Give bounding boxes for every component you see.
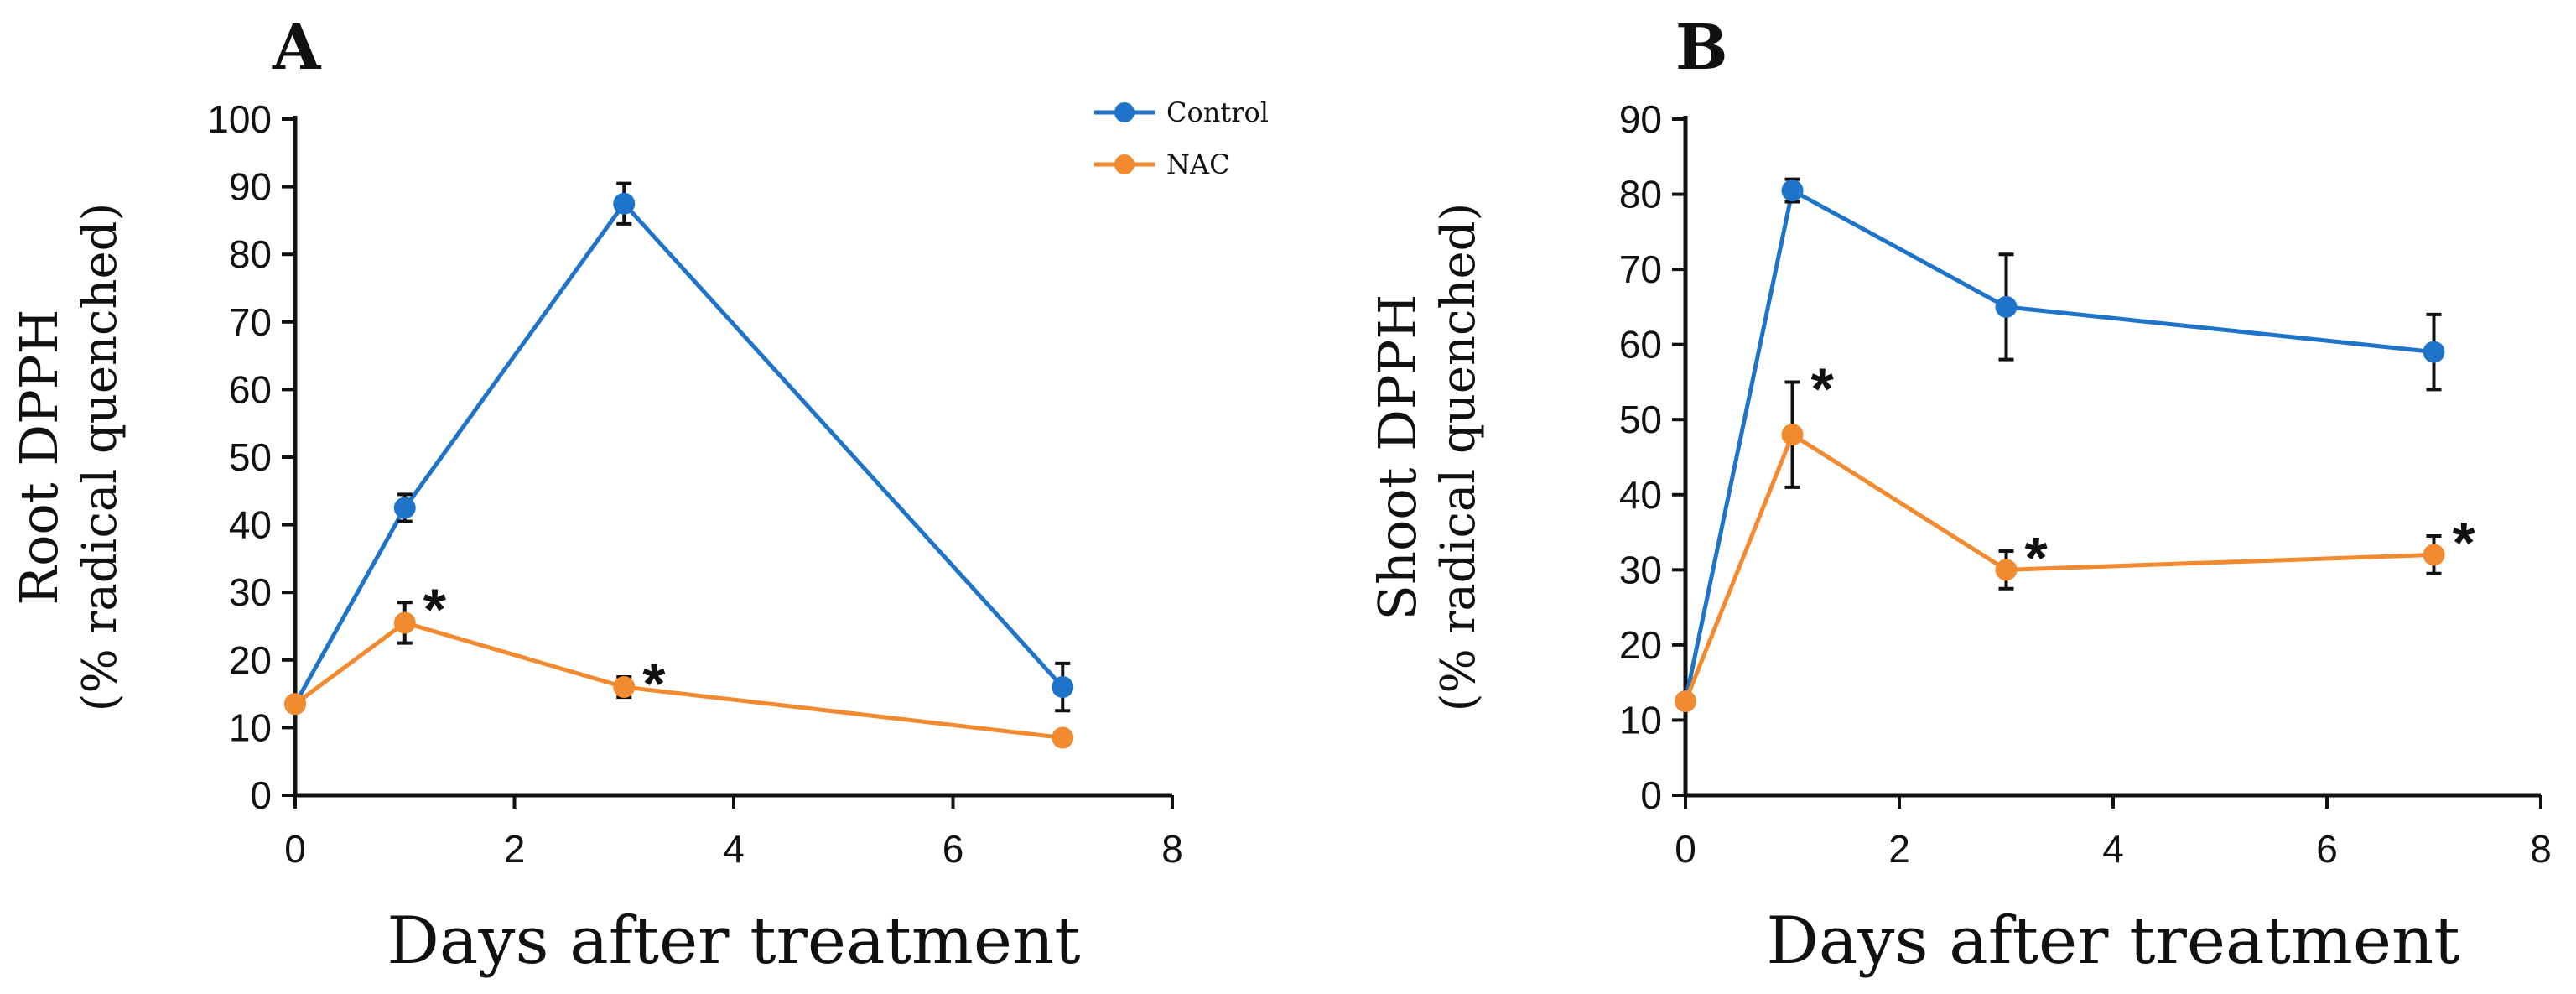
significance-asterisk: * xyxy=(642,651,666,716)
x-tick-label: 0 xyxy=(284,827,306,871)
data-point-control xyxy=(1781,180,1804,202)
y-tick-label: 60 xyxy=(1619,323,1662,367)
data-point-nac xyxy=(1995,559,2018,581)
legend-label-control: Control xyxy=(1166,96,1269,128)
y-axis-subtitle: (% radical quenched) xyxy=(73,203,127,712)
y-axis-title: Shoot DPPH xyxy=(1367,294,1428,621)
significance-asterisk: * xyxy=(1811,356,1835,421)
panel-label: B xyxy=(1675,12,1728,84)
y-tick-label: 60 xyxy=(229,367,272,411)
y-tick-label: 90 xyxy=(229,165,272,209)
significance-asterisk: * xyxy=(423,576,447,642)
x-tick-label: 6 xyxy=(2316,827,2338,871)
y-tick-label: 30 xyxy=(229,570,272,614)
legend: Control NAC xyxy=(1094,96,1269,180)
data-point-control xyxy=(1052,676,1074,699)
data-point-nac xyxy=(1052,726,1074,749)
y-tick-label: 90 xyxy=(1619,97,1662,141)
y-axis-subtitle: (% radical quenched) xyxy=(1431,203,1486,712)
data-point-nac xyxy=(393,611,416,634)
legend-label-nac: NAC xyxy=(1166,148,1230,180)
chart-panel-a: A 0 10 20 30 40 50 60 70 80 90 100 0 2 4 6 8 Root DPPH (% … xyxy=(8,12,1269,979)
y-tick-label: 80 xyxy=(1619,173,1662,216)
series-line-control xyxy=(293,200,1065,705)
x-tick-label: 2 xyxy=(1888,827,1910,871)
series-line-control xyxy=(1683,187,2434,702)
y-tick-label: 20 xyxy=(1619,623,1662,667)
x-tick-label: 2 xyxy=(504,827,526,871)
data-point-control xyxy=(393,497,416,519)
x-tick-label: 8 xyxy=(1161,827,1183,871)
data-point-control xyxy=(613,192,636,215)
data-point-nac xyxy=(613,676,636,699)
y-tick-label: 70 xyxy=(229,300,272,344)
y-tick-label: 10 xyxy=(1619,698,1662,742)
y-tick-label: 30 xyxy=(1619,548,1662,591)
series-line-nac xyxy=(1683,431,2434,702)
x-axis-title: Days after treatment xyxy=(387,903,1080,979)
legend-marker-control xyxy=(1114,102,1135,122)
legend-marker-nac xyxy=(1114,154,1135,174)
data-point-nac xyxy=(2423,544,2445,566)
y-tick-label: 0 xyxy=(250,773,272,817)
y-tick-label: 20 xyxy=(229,638,272,682)
y-tick-label: 10 xyxy=(229,705,272,749)
y-tick-label: 70 xyxy=(1619,247,1662,291)
significance-asterisk: * xyxy=(2453,510,2476,575)
x-tick-label: 4 xyxy=(723,827,745,871)
chart-panel-b: B 0 10 20 30 40 50 60 70 80 90 0 2 4 6 8 Shoot DPPH (% ra… xyxy=(1367,12,2552,979)
significance-asterisk: * xyxy=(2025,525,2049,591)
x-tick-label: 0 xyxy=(1675,827,1696,871)
data-point-nac xyxy=(284,693,306,716)
y-tick-label: 0 xyxy=(1640,773,1662,817)
data-point-nac xyxy=(1675,690,1696,713)
panel-label: A xyxy=(272,12,322,84)
y-tick-label: 40 xyxy=(229,503,272,547)
x-tick-label: 8 xyxy=(2530,827,2552,871)
data-point-nac xyxy=(1781,424,1804,446)
y-axis-title: Root DPPH xyxy=(8,309,70,605)
x-tick-label: 6 xyxy=(943,827,964,871)
y-tick-label: 100 xyxy=(207,97,272,141)
y-tick-label: 40 xyxy=(1619,473,1662,517)
x-axis-title: Days after treatment xyxy=(1766,903,2459,979)
data-point-control xyxy=(1995,295,2018,318)
y-tick-label: 80 xyxy=(229,232,272,276)
y-tick-label: 50 xyxy=(229,435,272,479)
series-line-nac xyxy=(293,620,1063,740)
y-tick-label: 50 xyxy=(1619,398,1662,441)
data-point-control xyxy=(2423,341,2445,363)
x-tick-label: 4 xyxy=(2102,827,2124,871)
